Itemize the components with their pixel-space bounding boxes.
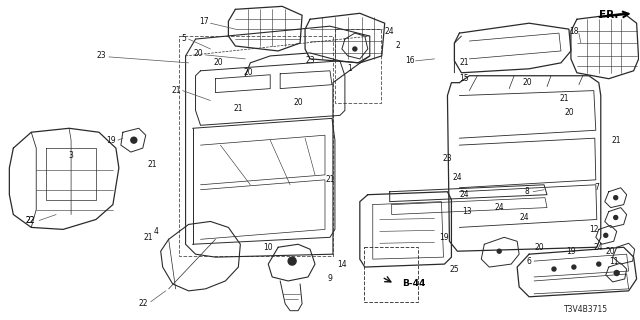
Text: 20: 20 (243, 68, 253, 77)
Text: 24: 24 (519, 213, 529, 222)
Text: 24: 24 (452, 173, 462, 182)
Text: 6: 6 (527, 257, 532, 266)
Text: 20: 20 (564, 108, 573, 117)
Bar (364, 247, 417, 302)
Text: 21: 21 (460, 58, 469, 67)
Text: 20: 20 (606, 247, 616, 256)
Text: 17: 17 (200, 17, 209, 26)
Text: 14: 14 (337, 260, 347, 268)
Circle shape (614, 196, 618, 200)
Text: 21: 21 (234, 104, 243, 113)
Text: 21: 21 (559, 94, 569, 103)
Text: 7: 7 (595, 183, 599, 192)
Text: 10: 10 (264, 243, 273, 252)
Text: 23: 23 (443, 154, 452, 163)
Text: 23: 23 (96, 52, 106, 60)
Text: 24: 24 (495, 203, 504, 212)
Text: 8: 8 (525, 187, 529, 196)
Text: 19: 19 (440, 233, 449, 242)
Text: 22: 22 (138, 299, 148, 308)
Text: 19: 19 (566, 247, 576, 256)
Text: 22: 22 (26, 216, 35, 225)
Text: 16: 16 (404, 56, 415, 65)
Text: 20: 20 (194, 49, 204, 59)
Circle shape (614, 270, 619, 276)
Text: 12: 12 (589, 225, 598, 234)
Circle shape (614, 215, 618, 220)
Text: 21: 21 (612, 136, 621, 145)
Text: 4: 4 (153, 227, 158, 236)
Circle shape (497, 249, 501, 253)
Text: FR.: FR. (599, 10, 618, 20)
Text: 19: 19 (106, 136, 116, 145)
Bar (335, 29, 381, 103)
Circle shape (291, 260, 294, 263)
Text: 2: 2 (396, 42, 400, 51)
Text: 21: 21 (144, 233, 154, 242)
Circle shape (596, 262, 601, 266)
Text: 22: 22 (26, 216, 35, 225)
Text: 9: 9 (328, 275, 332, 284)
Circle shape (552, 267, 556, 271)
Circle shape (288, 257, 296, 265)
Text: 20: 20 (534, 243, 544, 252)
Circle shape (353, 47, 357, 51)
Text: 24: 24 (460, 190, 469, 199)
Text: 20: 20 (214, 58, 223, 67)
Circle shape (131, 137, 137, 143)
Text: 21: 21 (148, 160, 157, 170)
Text: 21: 21 (325, 175, 335, 184)
Text: 5: 5 (181, 34, 186, 43)
Text: 21: 21 (172, 86, 181, 95)
Bar (179, 36, 333, 256)
Text: 3: 3 (68, 150, 74, 160)
Text: 20: 20 (522, 78, 532, 87)
Text: 15: 15 (460, 74, 469, 83)
Text: 13: 13 (463, 207, 472, 216)
Text: B-44: B-44 (402, 279, 425, 288)
Text: 18: 18 (569, 27, 579, 36)
Text: 25: 25 (450, 265, 460, 274)
Text: 11: 11 (609, 257, 618, 266)
Text: 23: 23 (305, 56, 315, 65)
Text: 24: 24 (594, 243, 604, 252)
Text: 20: 20 (293, 98, 303, 107)
Circle shape (572, 265, 576, 269)
Text: 1: 1 (348, 64, 352, 73)
Text: T3V4B3715: T3V4B3715 (564, 305, 608, 314)
Circle shape (604, 233, 608, 237)
Text: 24: 24 (385, 27, 394, 36)
